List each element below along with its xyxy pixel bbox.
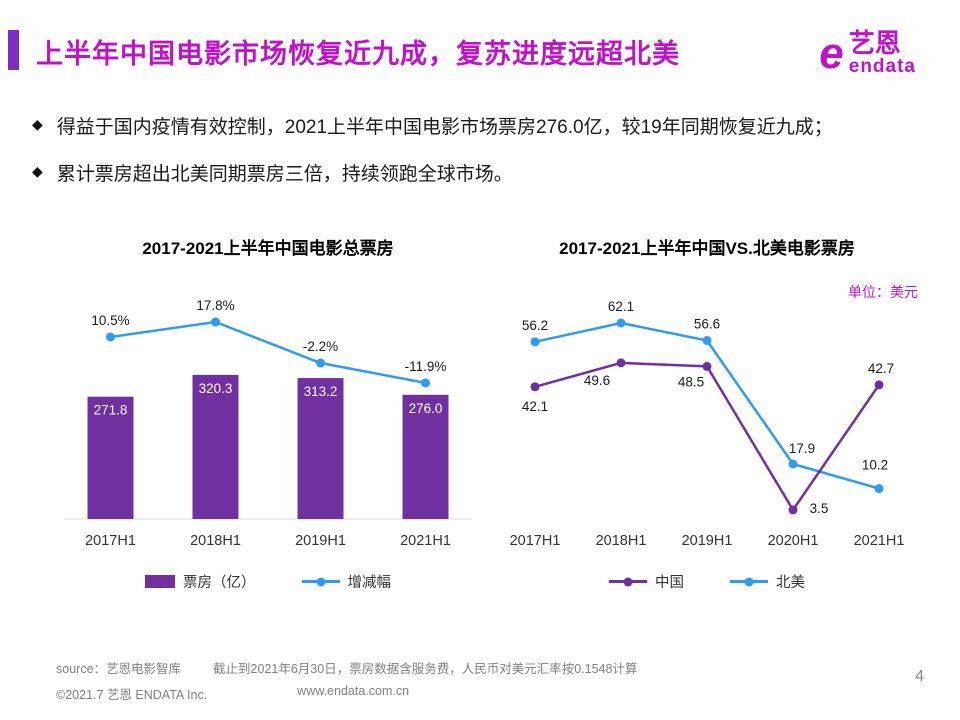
website-text: www.endata.com.cn xyxy=(297,684,410,698)
series-point xyxy=(874,484,884,494)
bar-value-label: 271.8 xyxy=(94,403,128,418)
line-series-swatch xyxy=(301,577,340,586)
chart-legend-left: 票房（亿） 增减幅 xyxy=(58,571,478,592)
line-swatch-dot xyxy=(744,577,754,586)
page-title: 上半年中国电影市场恢复近九成，复苏进度远超北美 xyxy=(36,39,680,69)
title-accent-bar xyxy=(8,30,19,70)
x-tick-label: 2017H1 xyxy=(85,533,136,549)
growth-point xyxy=(106,332,115,342)
series-value-label: 42.7 xyxy=(868,361,894,376)
bar xyxy=(297,378,344,519)
series-point xyxy=(788,505,798,515)
series-value-label: 17.9 xyxy=(789,441,815,456)
bar-value-label: 276.0 xyxy=(409,401,443,416)
bullet-text: 得益于国内疫情有效控制，2021上半年中国电影市场票房276.0亿，较19年同期… xyxy=(56,117,833,138)
data-note: 截止到2021年6月30日，票房数据含服务费，人民币对美元汇率按0.1548计算 xyxy=(213,662,638,676)
growth-line xyxy=(110,320,426,385)
legend-item-growth: 增减幅 xyxy=(301,571,392,592)
growth-point xyxy=(211,317,220,327)
x-tick-label: 2021H1 xyxy=(400,533,451,549)
x-tick-label: 2018H1 xyxy=(190,533,241,549)
legend-item-china: 中国 xyxy=(609,571,684,592)
series-point xyxy=(702,361,712,371)
copyright-text: ©2021.7 艺恩 ENDATA Inc. xyxy=(56,688,208,702)
x-tick-label: 2021H1 xyxy=(854,533,905,549)
page-number: 4 xyxy=(915,668,924,685)
china-series-swatch xyxy=(609,577,647,586)
footer-copyright-line: ©2021.7 艺恩 ENDATA Inc. www.endata.com.cn xyxy=(56,684,409,703)
diamond-bullet-icon: ◆ xyxy=(32,163,43,179)
logo-text-cn: 艺恩 xyxy=(848,28,901,58)
bar xyxy=(192,374,239,519)
series-value-label: 49.6 xyxy=(584,373,610,388)
bar-series-swatch xyxy=(145,575,175,588)
legend-label: 中国 xyxy=(655,575,684,591)
series-line xyxy=(534,321,880,490)
growth-value-label: -11.9% xyxy=(405,359,447,374)
line-swatch-dot xyxy=(623,577,633,586)
source-label: source：艺恩电影智库 xyxy=(56,662,182,676)
na-series-swatch xyxy=(730,577,768,586)
line-swatch-dot xyxy=(316,577,325,586)
bullet-item: ◆ 累计票房超出北美同期票房三倍，持续领跑全球市场。 xyxy=(32,159,940,186)
legend-label: 北美 xyxy=(776,575,805,591)
series-value-label: 48.5 xyxy=(678,374,704,389)
bar-value-label: 313.2 xyxy=(304,384,338,399)
series-value-label: 56.6 xyxy=(694,317,720,332)
chart-title-left: 2017-2021上半年中国电影总票房 xyxy=(142,239,394,258)
series-point xyxy=(788,459,798,469)
legend-label: 票房（亿） xyxy=(183,575,256,591)
bar-line-chart-svg: 271.8 320.3 313.2 276.0 10.5% 17.8% -2.2% -11.9… xyxy=(64,298,472,549)
endata-e-icon: e xyxy=(819,28,844,78)
series-point xyxy=(702,336,712,346)
x-tick-label: 2017H1 xyxy=(510,533,561,549)
bullet-text: 累计票房超出北美同期票房三倍，持续领跑全球市场。 xyxy=(56,164,513,185)
growth-point xyxy=(421,378,430,388)
diamond-bullet-icon: ◆ xyxy=(32,116,43,132)
series-point xyxy=(616,358,626,368)
x-tick-label: 2019H1 xyxy=(295,533,346,549)
series-point xyxy=(874,380,884,390)
line-chart-svg: 56.2 62.1 56.6 17.9 10.2 42.1 49.6 48.5 3.5 42.7 2… xyxy=(510,299,905,549)
growth-value-label: 17.8% xyxy=(196,298,234,313)
series-value-label: 56.2 xyxy=(522,318,548,333)
growth-value-label: 10.5% xyxy=(91,313,129,328)
x-tick-label: 2020H1 xyxy=(768,533,819,549)
series-value-label: 3.5 xyxy=(810,501,829,516)
unit-note: 单位：美元 xyxy=(848,284,918,300)
legend-label: 增减幅 xyxy=(347,575,392,591)
chart-legend-right: 中国 北美 xyxy=(492,571,922,592)
legend-item-na: 北美 xyxy=(730,571,805,592)
bar xyxy=(87,396,134,519)
logo-text-en: endata xyxy=(848,56,916,78)
endata-logo: e 艺恩 endata xyxy=(819,28,916,78)
series-point xyxy=(530,382,540,392)
bullet-item: ◆ 得益于国内疫情有效控制，2021上半年中国电影市场票房276.0亿，较19年… xyxy=(32,112,940,139)
growth-point xyxy=(316,358,325,368)
series-point xyxy=(616,318,626,328)
footer-source-line: source：艺恩电影智库 截止到2021年6月30日，票房数据含服务费，人民币… xyxy=(56,658,637,677)
growth-value-label: -2.2% xyxy=(303,339,338,354)
bar xyxy=(402,394,449,519)
legend-item-boxoffice: 票房（亿） xyxy=(145,571,256,592)
bar-value-label: 320.3 xyxy=(199,381,233,396)
series-value-label: 10.2 xyxy=(862,458,888,473)
logo-text: 艺恩 endata xyxy=(848,28,916,78)
series-point xyxy=(530,337,540,347)
chart-title-right: 2017-2021上半年中国VS.北美电影票房 xyxy=(559,239,855,258)
bullet-list: ◆ 得益于国内疫情有效控制，2021上半年中国电影市场票房276.0亿，较19年… xyxy=(32,112,940,206)
x-tick-label: 2018H1 xyxy=(596,533,647,549)
series-value-label: 62.1 xyxy=(608,299,634,314)
china-vs-na-chart: 2017-2021上半年中国VS.北美电影票房 单位：美元 56.2 62.1 56… xyxy=(492,234,922,592)
x-tick-label: 2019H1 xyxy=(682,533,733,549)
total-box-office-chart: 2017-2021上半年中国电影总票房 271.8 320.3 313.2 276.0… xyxy=(58,234,478,592)
series-value-label: 42.1 xyxy=(522,399,548,414)
